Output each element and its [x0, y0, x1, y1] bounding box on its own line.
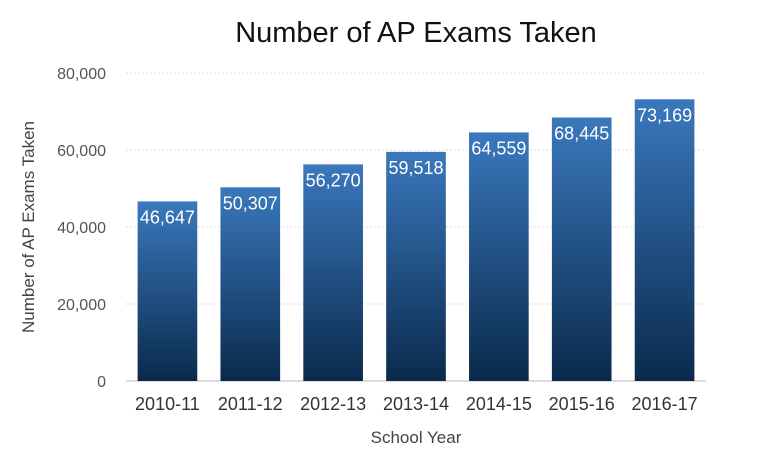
- chart-title: Number of AP Exams Taken: [235, 17, 597, 49]
- data-label: 68,445: [554, 123, 609, 143]
- data-label: 64,559: [471, 138, 526, 158]
- data-label: 59,518: [388, 158, 443, 178]
- bar-2011-12: [220, 187, 281, 381]
- x-tick-label: 2013-14: [383, 394, 449, 414]
- x-tick-label: 2010-11: [135, 394, 200, 414]
- x-tick-label: 2012-13: [300, 394, 366, 414]
- bar-2014-15: [469, 132, 529, 381]
- x-tick-label: 2011-12: [218, 394, 283, 414]
- data-label: 50,307: [223, 193, 278, 213]
- y-tick-label: 60,000: [57, 143, 106, 160]
- bar-2012-13: [303, 164, 363, 381]
- x-tick-label: 2015-16: [549, 394, 615, 414]
- bars: [137, 99, 695, 381]
- y-axis-title: Number of AP Exams Taken: [19, 121, 38, 333]
- data-labels: 46,647 50,307 56,270 59,518 64,559 68,445 73,1…: [140, 105, 692, 227]
- bar-2015-16: [551, 117, 612, 381]
- y-tick-label: 80,000: [57, 66, 106, 83]
- bar-2016-17: [634, 99, 695, 381]
- x-tick-label: 2014-15: [466, 394, 532, 414]
- y-tick-label: 0: [97, 374, 106, 391]
- y-axis-ticks: 0 20,000 40,000 60,000 80,000: [57, 66, 106, 391]
- x-tick-label: 2016-17: [632, 394, 698, 414]
- data-label: 73,169: [637, 105, 692, 125]
- bar-2010-11: [137, 201, 198, 381]
- y-tick-label: 40,000: [57, 220, 106, 237]
- y-tick-label: 20,000: [57, 297, 106, 314]
- x-axis-ticks: 2010-11 2011-12 2012-13 2013-14 2014-15 2015-…: [135, 394, 698, 414]
- data-label: 56,270: [306, 170, 361, 190]
- x-axis-title: School Year: [371, 428, 462, 447]
- bar-2013-14: [386, 151, 446, 381]
- data-label: 46,647: [140, 207, 195, 227]
